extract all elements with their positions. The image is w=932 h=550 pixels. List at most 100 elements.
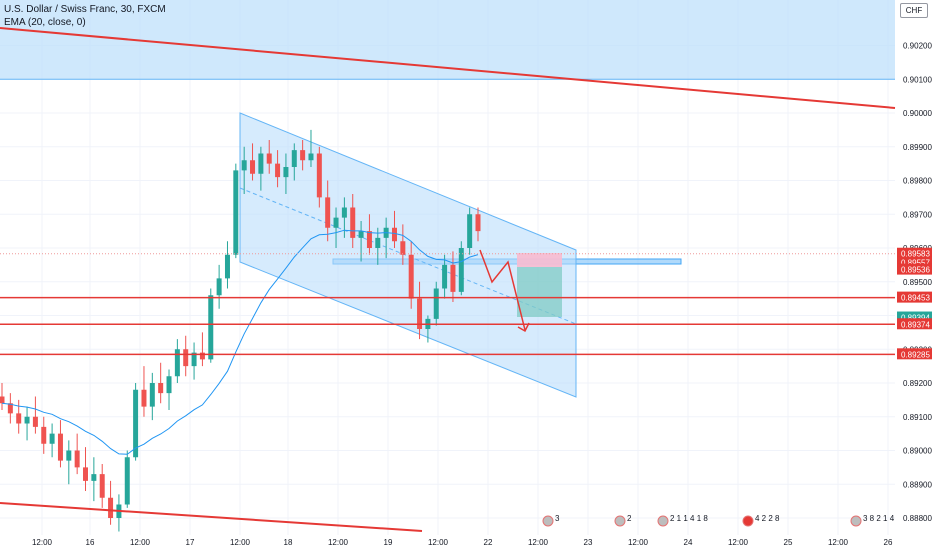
candle-body <box>149 383 155 407</box>
candle-body <box>475 214 481 232</box>
candle-body <box>375 237 381 248</box>
price-tick-label: 0.90000 <box>903 109 932 118</box>
candle-body <box>57 433 63 461</box>
price-tick-label: 0.89800 <box>903 177 932 186</box>
candle-body <box>275 163 281 178</box>
ema-line <box>1 229 479 455</box>
candle-body <box>66 450 72 461</box>
candle-body <box>391 227 397 242</box>
candle-body <box>366 231 372 248</box>
candle-body <box>358 231 364 238</box>
price-tick-label: 0.89100 <box>903 413 932 422</box>
candle-body <box>250 160 256 174</box>
candle-body <box>74 450 80 468</box>
time-axis[interactable]: 12:00 16 12:00 17 12:00 18 12:00 19 12:00 22 12:00… <box>32 538 893 547</box>
candle-body <box>400 241 406 255</box>
candle-body <box>233 170 239 255</box>
event-count-label: 4 2 2 8 <box>755 514 780 523</box>
price-tick-label: 0.89200 <box>903 379 932 388</box>
price-tick-label: 0.88900 <box>903 480 932 489</box>
price-tag-label: 0.89394 <box>901 314 930 323</box>
candle-body <box>408 254 414 299</box>
candle-body <box>308 153 314 161</box>
candle-body <box>174 349 180 377</box>
candle-body <box>458 248 464 292</box>
event-flag-icon <box>742 515 754 527</box>
upper-trendline <box>0 27 896 109</box>
price-axis[interactable]: 0.90200 0.90100 0.90000 0.89900 0.89800 0.897… <box>897 42 932 524</box>
price-tag-label: 0.89453 <box>901 294 930 303</box>
candle-body <box>208 295 214 360</box>
candles <box>0 129 481 532</box>
price-tag <box>897 256 932 268</box>
time-tick-label: 12:00 <box>628 538 649 547</box>
symbol-title: U.S. Dollar / Swiss Franc, 30, FXCM <box>4 4 166 15</box>
candle-body <box>417 298 423 329</box>
event-flag-icon <box>657 515 669 527</box>
event-flag-icon <box>850 515 862 527</box>
time-tick-label: 24 <box>684 538 693 547</box>
candle-body <box>333 217 339 228</box>
horizontal-levels[interactable] <box>0 253 895 356</box>
projection-path[interactable] <box>479 249 530 333</box>
candle-body <box>158 383 164 394</box>
candle-body <box>24 416 30 424</box>
currency-badge[interactable]: CHF <box>900 3 928 18</box>
ema-20 <box>1 229 479 455</box>
time-tick-label: 22 <box>484 538 493 547</box>
candle-body <box>32 416 38 427</box>
time-tick-label: 18 <box>284 538 293 547</box>
time-tick-label: 12:00 <box>428 538 449 547</box>
candle-body <box>16 413 22 424</box>
candle-body <box>241 160 247 171</box>
lower-trendline <box>0 502 423 532</box>
descending-channel[interactable] <box>239 112 577 398</box>
trendlines[interactable] <box>0 27 896 532</box>
candle-body <box>300 150 306 161</box>
candle-body <box>316 153 322 198</box>
time-tick-label: 12:00 <box>828 538 849 547</box>
price-tag <box>897 263 932 275</box>
event-flag-icon <box>614 515 626 527</box>
candle-body <box>258 153 264 174</box>
candle-body <box>91 474 97 481</box>
time-tick-label: 12:00 <box>130 538 151 547</box>
price-tag-label: 0.89285 <box>901 350 930 359</box>
top-zone <box>0 0 895 80</box>
target-zone <box>517 267 562 317</box>
projection-arrowhead <box>517 322 530 333</box>
time-tick-label: 19 <box>384 538 393 547</box>
candle-body <box>433 288 439 319</box>
time-tick-label: 12:00 <box>328 538 349 547</box>
candle-body <box>224 254 230 279</box>
candle-body <box>325 197 331 228</box>
price-tag <box>897 311 932 323</box>
candle-body <box>266 153 272 164</box>
event-markers[interactable]: 3 2 2 1 1 4 1 8 4 2 2 8 3 8 2 1 4 <box>542 514 895 527</box>
price-tag <box>897 247 932 259</box>
price-tick-label: 0.89000 <box>903 447 932 456</box>
stop-zone <box>517 253 562 267</box>
price-tag <box>897 348 932 360</box>
candle-body <box>291 150 297 167</box>
price-tick-label: 0.89500 <box>903 278 932 287</box>
candle-body <box>83 467 89 481</box>
price-tick-label: 0.89900 <box>903 143 932 152</box>
candle-body <box>124 457 130 505</box>
price-tag <box>897 318 932 330</box>
price-tick-label: 0.90200 <box>903 42 932 51</box>
projected-path <box>479 249 526 331</box>
candle-body <box>99 474 105 498</box>
event-flag-icon <box>542 515 554 527</box>
candle-body <box>183 349 189 367</box>
event-count-label: 3 <box>555 514 560 523</box>
time-tick-label: 23 <box>584 538 593 547</box>
candle-body <box>108 497 114 518</box>
candle-body <box>350 207 356 238</box>
candle-body <box>283 167 289 178</box>
candle-body <box>49 433 55 444</box>
candle-body <box>0 396 5 404</box>
price-tag-label: 0.89557 <box>901 259 930 268</box>
time-tick-label: 17 <box>186 538 195 547</box>
